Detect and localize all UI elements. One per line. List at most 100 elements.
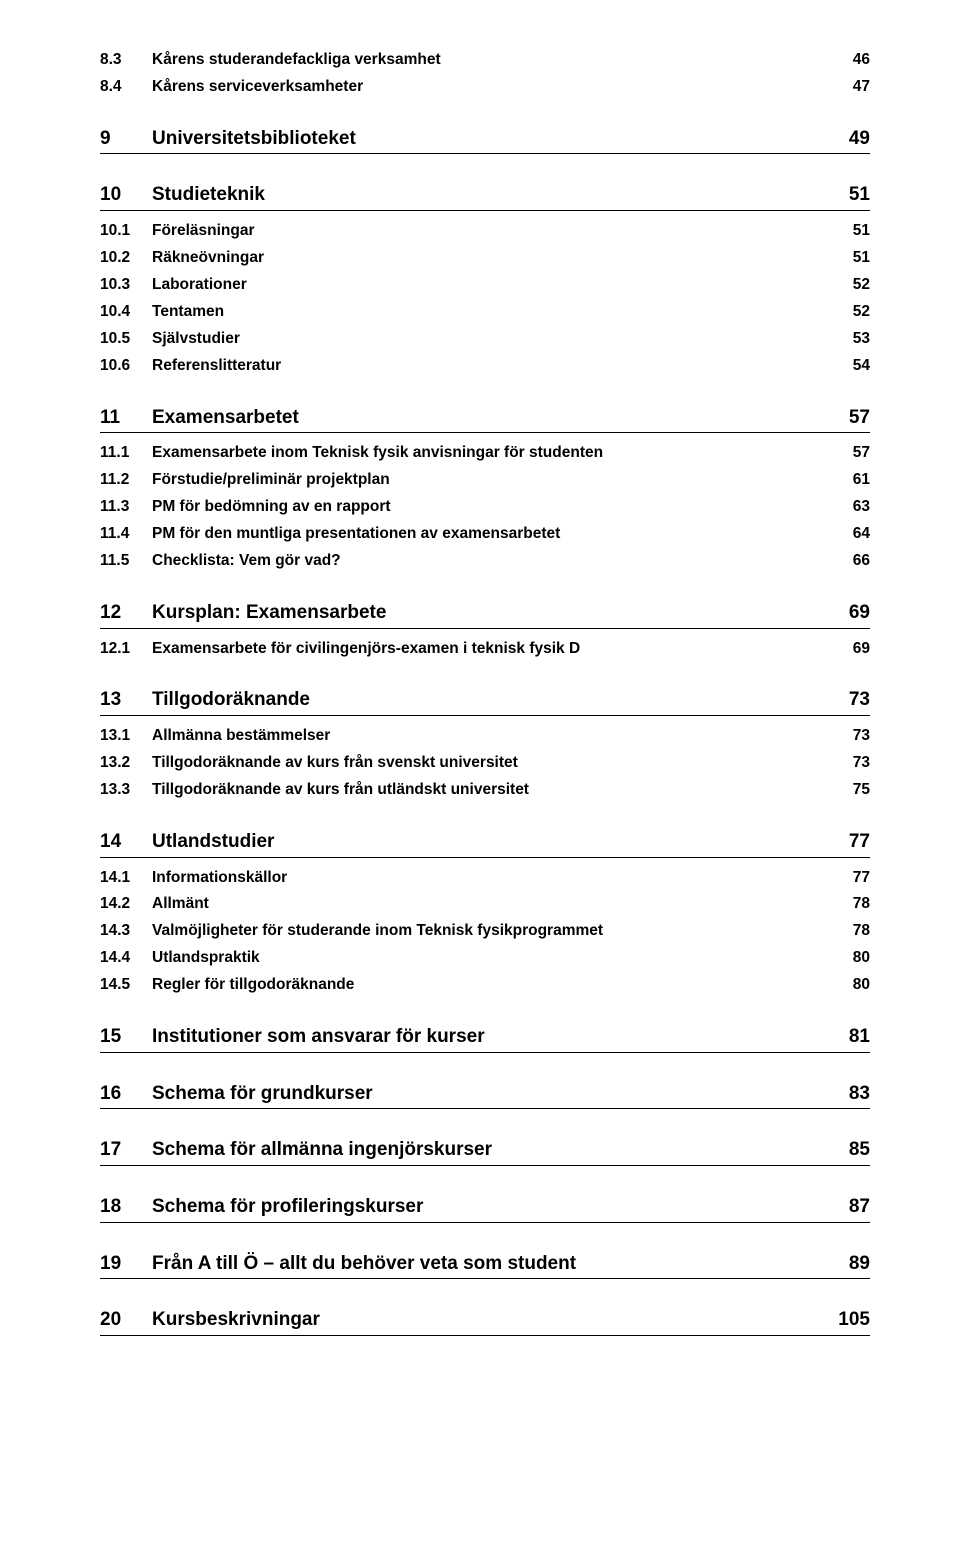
toc-sub-row: 11.5Checklista: Vem gör vad?66 (100, 551, 870, 572)
toc-entry-number: 11.2 (100, 470, 152, 491)
toc-entry-page: 57 (837, 443, 870, 464)
toc-entry-page: 87 (833, 1194, 870, 1220)
toc-entry-title: Universitetsbiblioteket (152, 126, 356, 152)
toc-entry-page: 46 (837, 50, 870, 71)
toc-section-row: 15Institutioner som ansvarar för kurser8… (100, 1024, 870, 1053)
toc-entry-title: Tentamen (152, 302, 224, 323)
toc-section-row: 11Examensarbetet57 (100, 405, 870, 434)
toc-entry-page: 78 (837, 921, 870, 942)
toc-entry-title: Schema för allmänna ingenjörskurser (152, 1137, 492, 1163)
toc-entry-title: Kursbeskrivningar (152, 1307, 320, 1333)
toc-entry-left: 8.4Kårens serviceverksamheter (100, 77, 363, 98)
toc-entry-left: 14.5Regler för tillgodoräknande (100, 975, 354, 996)
toc-entry-number: 10.1 (100, 221, 152, 242)
toc-entry-page: 73 (837, 753, 870, 774)
toc-sub-row: 14.2Allmänt78 (100, 894, 870, 915)
toc-entry-number: 11.3 (100, 497, 152, 518)
toc-entry-page: 52 (837, 302, 870, 323)
toc-entry-page: 53 (837, 329, 870, 350)
toc-entry-title: Schema för profileringskurser (152, 1194, 423, 1220)
toc-entry-left: 20Kursbeskrivningar (100, 1307, 320, 1333)
toc-sub-row: 10.3Laborationer52 (100, 275, 870, 296)
toc-entry-number: 16 (100, 1081, 152, 1107)
toc-sub-row: 11.1Examensarbete inom Teknisk fysik anv… (100, 443, 870, 464)
toc-entry-title: Examensarbete inom Teknisk fysik anvisni… (152, 443, 603, 464)
toc-entry-page: 64 (837, 524, 870, 545)
toc-entry-title: Informationskällor (152, 868, 287, 889)
toc-entry-number: 14 (100, 829, 152, 855)
toc-entry-page: 77 (833, 829, 870, 855)
toc-section-row: 13Tillgodoräknande73 (100, 687, 870, 716)
toc-entry-number: 11.1 (100, 443, 152, 464)
toc-entry-page: 83 (833, 1081, 870, 1107)
toc-entry-left: 9Universitetsbiblioteket (100, 126, 356, 152)
toc-entry-page: 63 (837, 497, 870, 518)
toc-entry-title: Tillgodoräknande av kurs från svenskt un… (152, 753, 518, 774)
toc-entry-title: Examensarbete för civilingenjörs-examen … (152, 639, 580, 660)
toc-sub-row: 10.4Tentamen 52 (100, 302, 870, 323)
toc-entry-left: 13.2Tillgodoräknande av kurs från svensk… (100, 753, 518, 774)
toc-sub-row: 10.1Föreläsningar51 (100, 221, 870, 242)
toc-entry-title: Tillgodoräknande av kurs från utländskt … (152, 780, 529, 801)
toc-entry-page: 51 (837, 221, 870, 242)
toc-entry-page: 85 (833, 1137, 870, 1163)
toc-entry-number: 14.1 (100, 868, 152, 889)
toc-entry-number: 10.3 (100, 275, 152, 296)
toc-entry-title: Utlandspraktik (152, 948, 260, 969)
toc-entry-page: 105 (822, 1307, 870, 1333)
toc-section-row: 18Schema för profileringskurser 87 (100, 1194, 870, 1223)
toc-entry-page: 61 (837, 470, 870, 491)
toc-entry-left: 10.5Självstudier (100, 329, 240, 350)
toc-entry-number: 20 (100, 1307, 152, 1333)
toc-entry-left: 11.4PM för den muntliga presentationen a… (100, 524, 560, 545)
toc-entry-number: 11.4 (100, 524, 152, 545)
toc-section-row: 20Kursbeskrivningar 105 (100, 1307, 870, 1336)
toc-entry-title: Kårens serviceverksamheter (152, 77, 363, 98)
toc-sub-row: 11.2Förstudie/preliminär projektplan61 (100, 470, 870, 491)
toc-entry-page: 69 (833, 600, 870, 626)
toc-entry-number: 14.4 (100, 948, 152, 969)
toc-entry-title: Från A till Ö – allt du behöver veta som… (152, 1251, 576, 1277)
toc-entry-page: 49 (833, 126, 870, 152)
toc-entry-number: 14.5 (100, 975, 152, 996)
toc-entry-left: 12Kursplan: Examensarbete (100, 600, 386, 626)
toc-entry-left: 15Institutioner som ansvarar för kurser (100, 1024, 485, 1050)
toc-section-row: 16Schema för grundkurser83 (100, 1081, 870, 1110)
toc-entry-title: Självstudier (152, 329, 240, 350)
toc-entry-left: 14.1Informationskällor (100, 868, 287, 889)
toc-entry-number: 13.1 (100, 726, 152, 747)
toc-entry-title: Studieteknik (152, 182, 265, 208)
toc-sub-row: 12.1Examensarbete för civilingenjörs-exa… (100, 639, 870, 660)
toc-entry-left: 17Schema för allmänna ingenjörskurser (100, 1137, 492, 1163)
toc-entry-page: 51 (837, 248, 870, 269)
toc-sub-row: 10.6Referenslitteratur54 (100, 356, 870, 377)
toc-entry-left: 8.3Kårens studerandefackliga verksamhet (100, 50, 441, 71)
toc-entry-number: 13.2 (100, 753, 152, 774)
toc-entry-number: 18 (100, 1194, 152, 1220)
toc-entry-title: Examensarbetet (152, 405, 299, 431)
toc-entry-number: 9 (100, 126, 152, 152)
toc-entry-left: 19Från A till Ö – allt du behöver veta s… (100, 1251, 576, 1277)
toc-sub-row: 11.3PM för bedömning av en rapport 63 (100, 497, 870, 518)
toc-sub-row: 8.3Kårens studerandefackliga verksamhet 4… (100, 50, 870, 71)
toc-section-row: 14Utlandstudier77 (100, 829, 870, 858)
toc-entry-page: 51 (833, 182, 870, 208)
toc-page: 8.3Kårens studerandefackliga verksamhet 4… (0, 0, 960, 1560)
toc-sub-row: 11.4PM för den muntliga presentationen a… (100, 524, 870, 545)
toc-entry-title: Allmänna bestämmelser (152, 726, 330, 747)
toc-entry-title: Kursplan: Examensarbete (152, 600, 386, 626)
toc-entry-number: 19 (100, 1251, 152, 1277)
toc-entry-left: 14.2Allmänt (100, 894, 209, 915)
toc-section-row: 19Från A till Ö – allt du behöver veta s… (100, 1251, 870, 1280)
toc-entry-left: 11.5Checklista: Vem gör vad? (100, 551, 341, 572)
toc-entry-page: 80 (837, 948, 870, 969)
toc-entry-number: 14.3 (100, 921, 152, 942)
toc-entry-page: 89 (833, 1251, 870, 1277)
toc-entry-left: 11.1Examensarbete inom Teknisk fysik anv… (100, 443, 603, 464)
toc-entry-number: 15 (100, 1024, 152, 1050)
toc-entry-title: Checklista: Vem gör vad? (152, 551, 341, 572)
toc-entry-title: PM för bedömning av en rapport (152, 497, 391, 518)
toc-entry-page: 80 (837, 975, 870, 996)
toc-section-row: 17Schema för allmänna ingenjörskurser 85 (100, 1137, 870, 1166)
toc-entry-left: 10.4Tentamen (100, 302, 224, 323)
